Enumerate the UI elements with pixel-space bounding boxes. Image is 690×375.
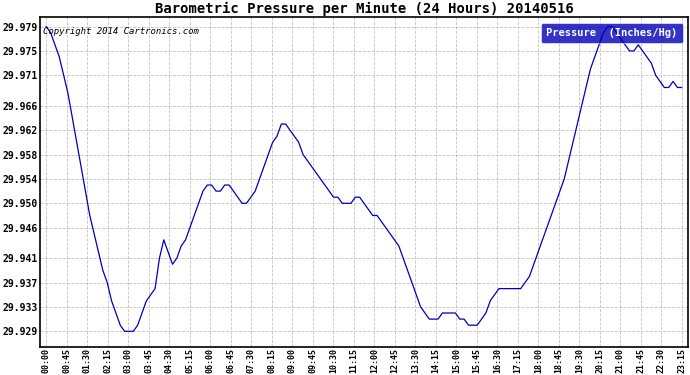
Legend: Pressure  (Inches/Hg): Pressure (Inches/Hg) [541,22,682,43]
Title: Barometric Pressure per Minute (24 Hours) 20140516: Barometric Pressure per Minute (24 Hours… [155,2,573,16]
Text: Copyright 2014 Cartronics.com: Copyright 2014 Cartronics.com [43,27,199,36]
